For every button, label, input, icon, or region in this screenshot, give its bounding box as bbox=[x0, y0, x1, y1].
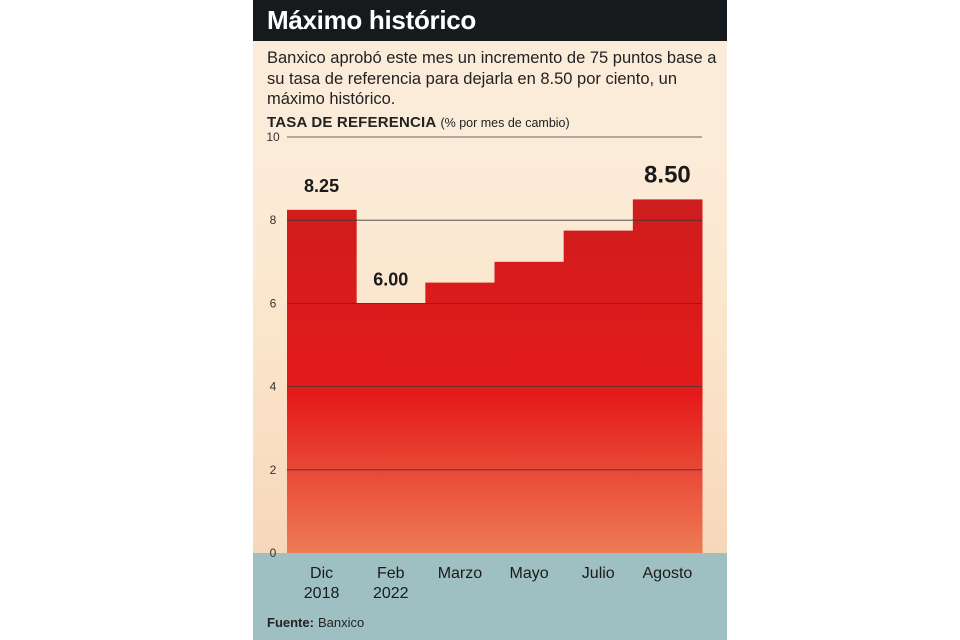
axis-title-main: TASA DE REFERENCIA bbox=[267, 114, 437, 131]
chart-subtitle: Banxico aprobó este mes un incremento de… bbox=[267, 49, 717, 108]
source-note: Fuente: Banxico bbox=[267, 615, 364, 630]
y-tick-label-0: 0 bbox=[270, 546, 277, 560]
category-label-0-0: Dic bbox=[310, 565, 333, 582]
axis-title-unit: (% por mes de cambio) bbox=[440, 116, 570, 130]
data-label-5: 8.50 bbox=[644, 161, 691, 188]
title-bar: Máximo histórico bbox=[253, 0, 727, 41]
data-label-0: 8.25 bbox=[304, 176, 339, 196]
category-label-2-0: Marzo bbox=[438, 565, 483, 582]
category-label-0-1: 2018 bbox=[304, 585, 340, 602]
category-labels: Dic 2018 Feb 2022 Marzo Mayo Julio Agosto bbox=[304, 565, 693, 602]
bars-group bbox=[287, 199, 703, 554]
chart-title: Máximo histórico bbox=[267, 5, 477, 35]
bar-3 bbox=[494, 261, 565, 553]
bar-0 bbox=[287, 209, 357, 554]
y-tick-label-4: 8 bbox=[270, 213, 277, 227]
y-tick-labels: 0 2 4 6 8 10 bbox=[266, 130, 280, 560]
y-tick-label-3: 6 bbox=[270, 296, 277, 310]
y-tick-label-5: 10 bbox=[266, 130, 280, 144]
data-labels: 8.25 6.00 8.50 bbox=[304, 161, 691, 289]
category-label-1-0: Feb bbox=[377, 565, 405, 582]
source-label: Fuente: bbox=[267, 615, 314, 630]
data-label-1: 6.00 bbox=[373, 269, 408, 289]
y-tick-label-1: 2 bbox=[270, 463, 277, 477]
bar-chart: 0 2 4 6 8 10 8.25 6.00 8.50 Dic 2018 Feb 2022 Marzo… bbox=[253, 130, 727, 640]
y-tick-label-2: 4 bbox=[270, 380, 277, 394]
category-band bbox=[253, 553, 727, 640]
bar-1 bbox=[356, 303, 426, 553]
bar-4 bbox=[563, 230, 634, 553]
category-label-4-0: Julio bbox=[582, 565, 615, 582]
axis-title: TASA DE REFERENCIA (% por mes de cambio) bbox=[267, 114, 570, 131]
gridlines-group bbox=[287, 136, 702, 471]
category-label-3-0: Mayo bbox=[510, 565, 549, 582]
category-label-1-1: 2022 bbox=[373, 585, 409, 602]
infographic-panel: Máximo histórico Banxico aprobó este mes… bbox=[253, 0, 727, 640]
bar-5 bbox=[632, 199, 703, 553]
category-label-5-0: Agosto bbox=[643, 565, 693, 582]
source-value: Banxico bbox=[317, 615, 365, 630]
bar-2 bbox=[425, 282, 495, 553]
